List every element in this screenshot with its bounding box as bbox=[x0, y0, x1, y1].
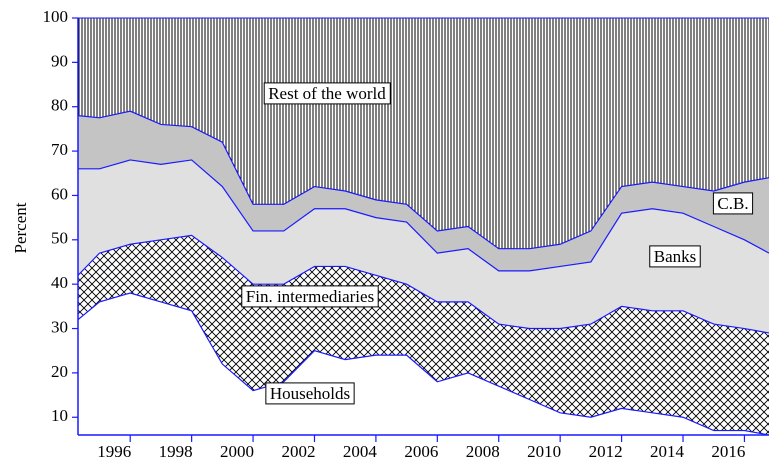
y-axis-label: Percent bbox=[11, 202, 30, 253]
x-tick-label: 2014 bbox=[650, 442, 685, 461]
y-tick-label: 80 bbox=[51, 96, 68, 115]
x-tick-label: 2000 bbox=[220, 442, 254, 461]
legend-label: Rest of the world bbox=[268, 84, 386, 103]
legend-label: C.B. bbox=[717, 194, 748, 213]
legend-entry: Fin. intermediaries bbox=[242, 286, 378, 307]
y-tick-label: 50 bbox=[51, 229, 68, 248]
x-tick-label: 2010 bbox=[527, 442, 561, 461]
legend-label: Fin. intermediaries bbox=[246, 287, 374, 306]
legend-label: Banks bbox=[654, 247, 697, 266]
x-tick-label: 2008 bbox=[466, 442, 500, 461]
legend-entry: Households bbox=[266, 383, 354, 404]
y-tick-label: 60 bbox=[51, 184, 68, 203]
legend-entry: Banks bbox=[650, 246, 701, 267]
legend-label: Households bbox=[270, 384, 350, 403]
y-tick-label: 90 bbox=[51, 51, 68, 70]
y-tick-label: 100 bbox=[43, 7, 69, 26]
y-tick-label: 30 bbox=[51, 317, 68, 336]
x-tick-label: 1996 bbox=[97, 442, 131, 461]
x-tick-label: 2012 bbox=[589, 442, 623, 461]
legend-entry: Rest of the world bbox=[264, 83, 390, 104]
x-tick-label: 2002 bbox=[281, 442, 315, 461]
x-tick-label: 2006 bbox=[404, 442, 438, 461]
x-tick-label: 2016 bbox=[711, 442, 745, 461]
x-tick-label: 2004 bbox=[343, 442, 378, 461]
y-tick-label: 10 bbox=[51, 406, 68, 425]
legend-entry: C.B. bbox=[713, 193, 752, 214]
x-tick-label: 1998 bbox=[159, 442, 193, 461]
y-tick-label: 70 bbox=[51, 140, 68, 159]
y-tick-label: 40 bbox=[51, 273, 68, 292]
plot-area bbox=[78, 18, 769, 462]
y-tick-label: 20 bbox=[51, 362, 68, 381]
